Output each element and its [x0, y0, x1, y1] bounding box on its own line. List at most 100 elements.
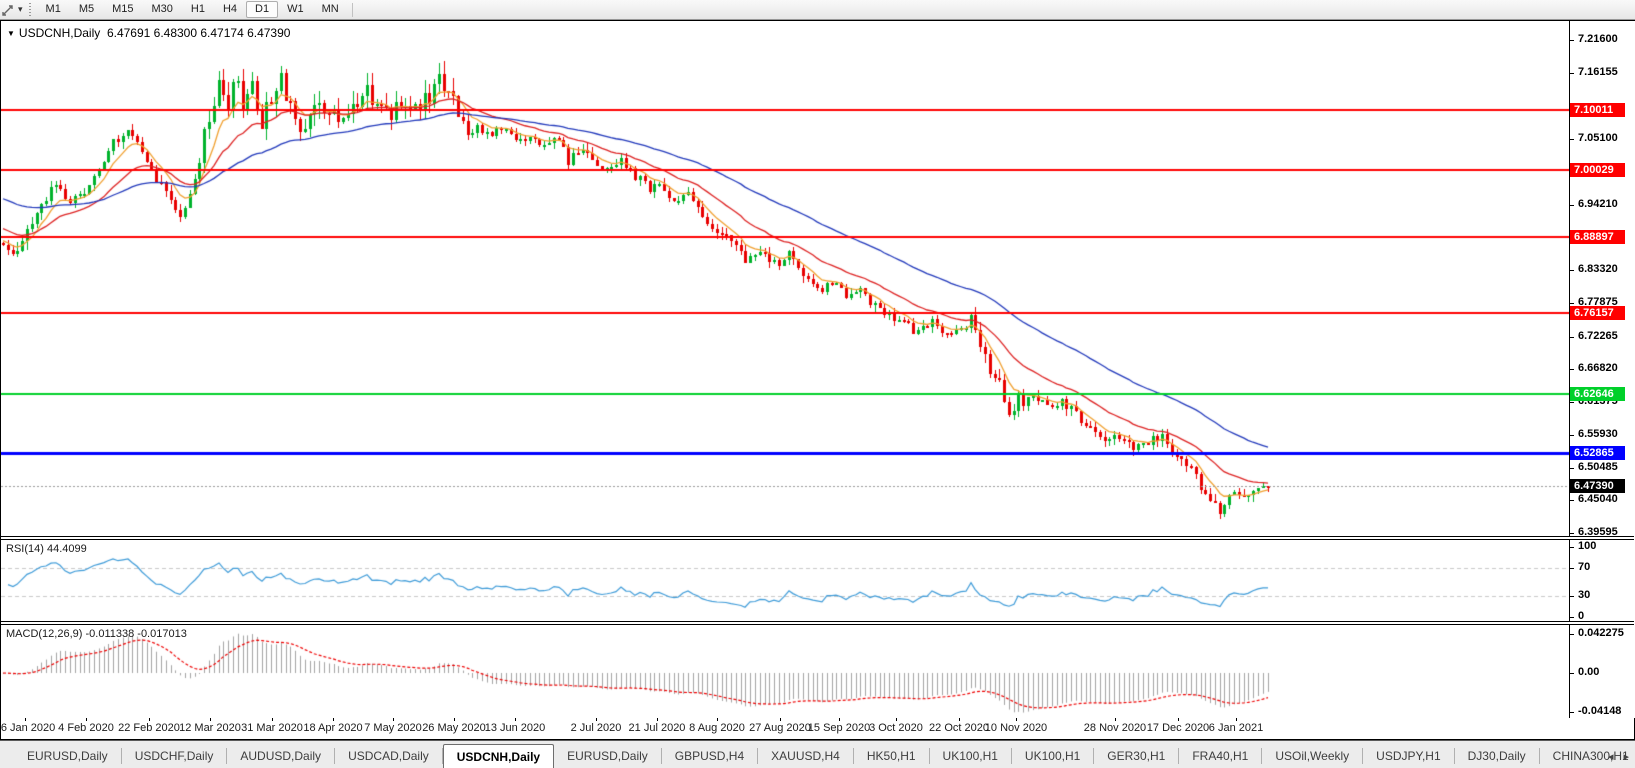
chart-tab[interactable]: USDCHF,Daily: [122, 748, 228, 764]
date-labels: 16 Jan 2020 4 Feb 2020 22 Feb 2020 12 Mar 2…: [0, 718, 1634, 738]
chart-tab-bar: EURUSD,Daily USDCHF,Daily AUDUSD,Daily USDC…: [0, 740, 1635, 768]
timeframe-button[interactable]: M15: [112, 3, 134, 15]
chart-tab[interactable]: USDCAD,Daily: [335, 748, 443, 764]
date-label: 22 Feb 2020: [118, 722, 180, 734]
date-label: 12 Mar 2020: [179, 722, 241, 734]
timeframe-button[interactable]: H4: [222, 3, 238, 15]
chart-tab[interactable]: USOil,Weekly: [1262, 748, 1364, 764]
chart-tab[interactable]: XAUUSD,H4: [758, 748, 854, 764]
chart-tab[interactable]: USDCNH,Daily: [442, 744, 555, 768]
chart-tab[interactable]: DJ30,Daily: [1455, 748, 1540, 764]
timeframe-button[interactable]: D1: [246, 1, 279, 18]
timeframe-toolbar: ▾ M1 M5 M15 M30 H1 H4 D1 W1 MN: [0, 0, 1635, 20]
axis-tick: [1570, 402, 1574, 403]
date-label: 10 Nov 2020: [984, 722, 1048, 734]
timeframe-buttons: M1 M5 M15 M30 H1 H4 D1 W1 MN: [37, 1, 348, 18]
rsi-canvas[interactable]: [1, 540, 1569, 621]
date-label: 31 Mar 2020: [241, 722, 303, 734]
date-tick: [210, 718, 211, 721]
date-label: 7 May 2020: [364, 722, 422, 734]
rsi-pane[interactable]: RSI(14) 44.4099: [1, 540, 1569, 621]
hline-price-tag: 7.00029: [1570, 163, 1625, 177]
chart-tab[interactable]: USDJPY,H1: [1363, 748, 1455, 764]
macd-canvas[interactable]: [1, 625, 1569, 718]
crosshair-cursor-icon[interactable]: [1, 3, 17, 17]
chart-ohlc-values: 6.47691 6.48300 6.47174 6.47390: [106, 26, 291, 40]
chart-tab[interactable]: AUDUSD,Daily: [227, 748, 336, 764]
date-tick: [657, 718, 658, 721]
toolbar-grip[interactable]: [28, 3, 31, 16]
chart-symbol-label: USDCNH,Daily: [18, 26, 101, 40]
macd-pane[interactable]: MACD(12,26,9) -0.011338 -0.017013: [1, 625, 1569, 718]
date-tick: [515, 718, 516, 721]
date-label: 28 Nov 2020: [1083, 722, 1147, 734]
timeframe-button[interactable]: H1: [190, 3, 205, 15]
chart-tab[interactable]: GBPUSD,H4: [662, 748, 759, 764]
axis-tick: [1570, 435, 1574, 436]
chart-title: ▼ USDCNH,Daily 6.47691 6.48300 6.47174 6.…: [7, 26, 290, 40]
axis-tick: [1570, 617, 1574, 618]
timeframe-button[interactable]: M5: [78, 3, 95, 15]
chart-tab[interactable]: UK100,H1: [1012, 748, 1095, 764]
chart-tab[interactable]: EURUSD,Daily: [14, 748, 122, 764]
pane-separator[interactable]: [1, 621, 1634, 625]
timeframe-button[interactable]: M1: [45, 3, 61, 15]
timeframe-button[interactable]: M30: [151, 3, 173, 15]
axis-tick: [1570, 303, 1574, 304]
axis-label: 30: [1578, 589, 1591, 601]
tabs-scroll-right-icon[interactable]: ▸: [1623, 751, 1629, 763]
date-tick: [1115, 718, 1116, 721]
date-tick: [454, 718, 455, 721]
date-tick: [1016, 718, 1017, 721]
axis-tick: [1570, 369, 1574, 370]
hline-price-tag: 7.10011: [1570, 103, 1625, 117]
axis-tick: [1570, 712, 1574, 713]
date-tick: [393, 718, 394, 721]
axis-label: 0.00: [1578, 666, 1600, 678]
date-label: 4 Feb 2020: [58, 722, 114, 734]
cursor-dropdown-arrow-icon[interactable]: ▾: [18, 4, 23, 14]
timeframe-button[interactable]: MN: [321, 3, 339, 15]
timeframe-button[interactable]: W1: [287, 3, 304, 15]
axis-tick: [1570, 40, 1574, 41]
axis-tick: [1570, 73, 1574, 74]
chart-tab[interactable]: HK50,H1: [854, 748, 930, 764]
pane-separator[interactable]: [1, 536, 1634, 540]
date-axis[interactable]: 16 Jan 2020 4 Feb 2020 22 Feb 2020 12 Mar 2…: [0, 718, 1634, 738]
axis-tick: [1570, 547, 1574, 548]
price-chart-canvas[interactable]: [1, 21, 1569, 537]
hline-price-tag: 6.52865: [1570, 446, 1625, 460]
chart-tab[interactable]: GER30,H1: [1094, 748, 1180, 764]
tabs-scroll-left-icon[interactable]: ◂: [1607, 751, 1614, 763]
axis-label: 6.72265: [1578, 330, 1618, 342]
date-tick: [333, 718, 334, 721]
axis-label: 7.16155: [1578, 66, 1618, 78]
date-tick: [596, 718, 597, 721]
axis-tick: [1570, 270, 1574, 271]
axis-label: 6.55930: [1578, 428, 1618, 440]
date-tick: [717, 718, 718, 721]
rsi-label: RSI(14) 44.4099: [6, 543, 87, 555]
symbol-dropdown-icon[interactable]: ▼: [7, 29, 15, 38]
axis-tick: [1570, 337, 1574, 338]
chart-tab[interactable]: EURUSD,Daily: [554, 748, 662, 764]
chart-tab[interactable]: FRA40,H1: [1179, 748, 1263, 764]
axis-tick: [1570, 468, 1574, 469]
hline-price-tag: 6.62646: [1570, 387, 1625, 401]
chart-tab[interactable]: UK100,H1: [930, 748, 1012, 764]
price-axis[interactable]: 7.21600 7.16155 7.05100 6.94210 6.83320 6.778…: [1569, 21, 1635, 718]
date-tick: [839, 718, 840, 721]
axis-label: 6.83320: [1578, 263, 1618, 275]
axis-tick: [1570, 673, 1574, 674]
date-label: 27 Aug 2020: [749, 722, 811, 734]
chart-tab[interactable]: CHINA300,H1: [1540, 748, 1635, 764]
price-pane[interactable]: ▼ USDCNH,Daily 6.47691 6.48300 6.47174 6.…: [1, 21, 1569, 537]
hline-price-tag: 6.88897: [1570, 230, 1625, 244]
axis-tick: [1570, 205, 1574, 206]
axis-label: 6.66820: [1578, 362, 1618, 374]
axis-label: -0.04148: [1578, 705, 1622, 717]
date-tick: [896, 718, 897, 721]
toolbar-separator: [351, 2, 353, 17]
date-label: 15 Sep 2020: [807, 722, 871, 734]
